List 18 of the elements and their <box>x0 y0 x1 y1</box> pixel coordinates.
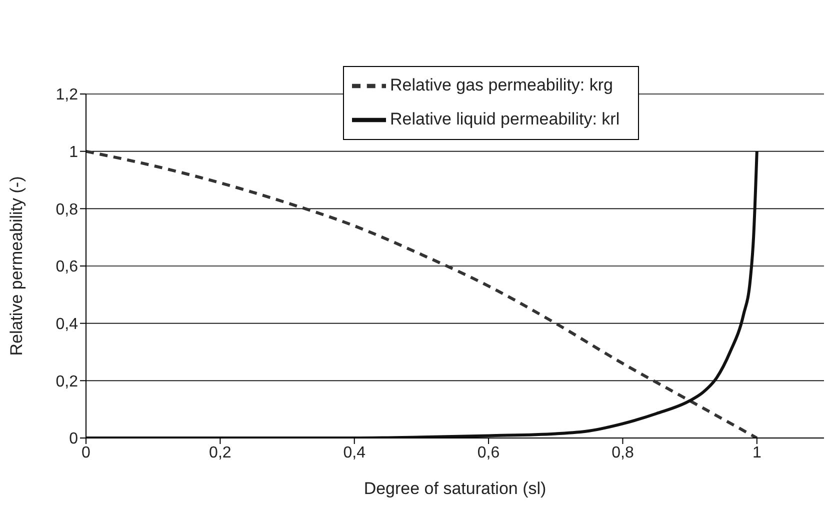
y-tick-label: 0,6 <box>56 258 78 276</box>
x-tick-label: 0,8 <box>612 444 634 462</box>
y-tick-label: 0,4 <box>56 316 78 334</box>
legend-label: Relative gas permeability: krg <box>390 75 613 94</box>
y-tick-label: 0 <box>69 430 78 448</box>
y-tick-label: 0,8 <box>56 201 78 218</box>
y-tick-label: 1 <box>69 144 78 162</box>
legend-label: Relative liquid permeability: krl <box>390 109 620 128</box>
y-tick-label: 1,2 <box>56 86 78 104</box>
x-tick-label: 0,2 <box>209 444 232 462</box>
y-axis-title: Relative permeability (-) <box>7 176 26 356</box>
x-tick-label: 0 <box>82 444 91 462</box>
line-series <box>86 150 758 438</box>
x-axis-title: Degree of saturation (sl) <box>364 479 546 498</box>
x-tick-label: 1 <box>752 444 762 462</box>
x-tick-label: 0,4 <box>343 444 366 462</box>
x-tick-label: 0,6 <box>477 444 500 462</box>
y-tick-label: 0,2 <box>56 373 78 390</box>
